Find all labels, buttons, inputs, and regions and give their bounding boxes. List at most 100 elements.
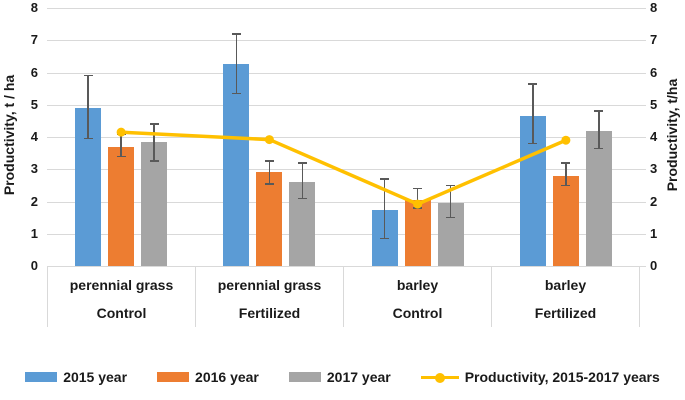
y-tick-label-right: 4 bbox=[650, 129, 658, 144]
category-crop-label: perennial grass bbox=[69, 277, 174, 293]
bar-2015-year-group2 bbox=[223, 64, 250, 266]
gridline bbox=[47, 169, 640, 171]
y-tick-mark bbox=[640, 137, 646, 138]
bar-2016-year-group4 bbox=[552, 175, 579, 266]
gridline bbox=[47, 8, 640, 9]
category-group-3: barley Control bbox=[344, 267, 492, 327]
gridline bbox=[47, 233, 640, 235]
legend-line-marker bbox=[434, 372, 445, 383]
error-bar bbox=[565, 162, 567, 186]
error-bar-cap bbox=[413, 187, 423, 190]
legend-item-2017-year: 2017 year bbox=[288, 369, 391, 385]
error-bar-cap bbox=[380, 178, 390, 180]
category-group-1: perennial grass Control bbox=[48, 267, 196, 327]
error-bar-cap bbox=[413, 207, 423, 209]
error-bar-cap bbox=[446, 184, 456, 187]
legend-label: 2016 year bbox=[195, 369, 259, 385]
error-bar bbox=[153, 124, 155, 162]
y-tick-label-right: 5 bbox=[650, 96, 658, 112]
chart-legend: 2015 year 2016 year 2017 year Productivity,… bbox=[0, 366, 685, 388]
error-bar bbox=[383, 178, 386, 239]
error-bar bbox=[120, 133, 122, 157]
y-tick-label-left: 5 bbox=[30, 96, 38, 112]
y-tick-label-right: 0 bbox=[650, 258, 658, 273]
y-tick-label-left: 4 bbox=[30, 129, 38, 144]
legend-label: 2017 year bbox=[326, 369, 391, 385]
category-treatment-label: Fertilized bbox=[238, 305, 301, 321]
y-tick-label-left: 8 bbox=[30, 0, 38, 15]
category-treatment-label: Control bbox=[392, 305, 443, 321]
y-tick-label-right: 8 bbox=[650, 0, 658, 15]
error-bar bbox=[532, 83, 534, 144]
legend-item-2015-year: 2015 year bbox=[25, 369, 127, 385]
y-tick-mark bbox=[640, 40, 646, 42]
error-bar-cap bbox=[561, 162, 571, 164]
category-treatment-label: Control bbox=[96, 305, 147, 321]
error-bar-cap bbox=[149, 123, 159, 125]
y-tick-mark bbox=[640, 266, 646, 267]
error-bar bbox=[449, 185, 452, 218]
error-bar-cap bbox=[594, 147, 604, 150]
error-bar-cap bbox=[264, 160, 274, 162]
legend-swatch bbox=[157, 372, 190, 382]
error-bar-cap bbox=[561, 184, 571, 187]
error-bar-cap bbox=[83, 74, 93, 77]
y-tick-label-right: 3 bbox=[650, 161, 658, 177]
error-bar bbox=[87, 75, 89, 139]
error-bar-cap bbox=[528, 142, 538, 145]
category-crop-label: barley bbox=[544, 277, 587, 293]
gridline bbox=[47, 72, 640, 74]
plot-area bbox=[47, 8, 640, 267]
legend-item-productivity-line: Productivity, 2015-2017 years bbox=[420, 369, 660, 385]
bar-2016-year-group1 bbox=[108, 146, 135, 266]
y-tick-label-left: 2 bbox=[30, 193, 38, 209]
error-bar-cap bbox=[231, 92, 241, 95]
y-tick-label-right: 7 bbox=[650, 32, 658, 48]
category-crop-label: perennial grass bbox=[217, 277, 322, 293]
y-tick-mark bbox=[640, 201, 646, 203]
gridline bbox=[47, 137, 640, 138]
legend-item-2016-year: 2016 year bbox=[157, 369, 259, 385]
gridline bbox=[47, 104, 640, 106]
legend-swatch bbox=[288, 372, 321, 382]
error-bar-cap bbox=[116, 155, 126, 158]
error-bar-cap bbox=[83, 137, 93, 140]
error-bar-cap bbox=[297, 197, 307, 200]
legend-line-swatch bbox=[420, 372, 459, 383]
y-tick-mark bbox=[640, 169, 646, 171]
error-bar-cap bbox=[116, 133, 126, 135]
error-bar bbox=[235, 33, 238, 94]
y-tick-mark bbox=[640, 8, 646, 9]
error-bar bbox=[598, 111, 600, 149]
y-tick-label-right: 6 bbox=[650, 64, 658, 80]
gridline bbox=[47, 201, 640, 203]
y-tick-label-left: 3 bbox=[30, 161, 38, 177]
bar-2016-year-group3 bbox=[404, 199, 431, 266]
error-bar-cap bbox=[264, 183, 274, 185]
gridline bbox=[47, 40, 640, 42]
category-axis: perennial grass Control perennial grass Fer… bbox=[47, 266, 640, 327]
y-tick-label-right: 1 bbox=[650, 225, 658, 241]
y-tick-label-left: 1 bbox=[30, 225, 38, 241]
error-bar-cap bbox=[594, 110, 604, 112]
error-bar-cap bbox=[446, 216, 456, 219]
error-bar-cap bbox=[528, 83, 538, 85]
y-tick-label-right: 2 bbox=[650, 193, 658, 209]
y-tick-mark bbox=[640, 104, 646, 106]
error-bar-cap bbox=[380, 237, 390, 240]
y-tick-mark bbox=[640, 72, 646, 74]
error-bar-cap bbox=[297, 162, 307, 164]
error-bar bbox=[301, 162, 304, 199]
category-treatment-label: Fertilized bbox=[534, 305, 597, 321]
y-tick-label-left: 0 bbox=[30, 258, 38, 273]
error-bar-cap bbox=[149, 160, 159, 162]
legend-label: Productivity, 2015-2017 years bbox=[464, 369, 660, 385]
error-bar bbox=[416, 188, 419, 208]
category-group-2: perennial grass Fertilized bbox=[196, 267, 344, 327]
bar-2016-year-group2 bbox=[256, 172, 283, 266]
category-group-4: barley Fertilized bbox=[492, 267, 640, 327]
legend-swatch bbox=[25, 372, 58, 382]
y-tick-mark bbox=[640, 233, 646, 235]
category-crop-label: barley bbox=[396, 277, 439, 293]
